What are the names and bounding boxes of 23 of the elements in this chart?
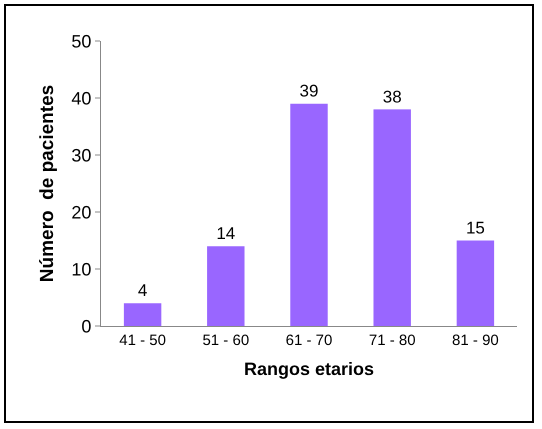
data-label: 14 bbox=[216, 224, 236, 244]
data-label: 39 bbox=[300, 82, 318, 101]
y-tick-label: 50 bbox=[71, 31, 92, 52]
x-tick-label: 61 - 70 bbox=[286, 332, 332, 349]
x-tick-label: 71 - 80 bbox=[368, 332, 416, 349]
y-tick-label: 30 bbox=[71, 145, 92, 166]
y-tick-label: 20 bbox=[71, 202, 92, 222]
bar bbox=[290, 104, 328, 326]
y-tick-label: 0 bbox=[81, 316, 92, 336]
y-tick-label: 10 bbox=[71, 259, 92, 280]
bar bbox=[124, 303, 162, 326]
data-label: 4 bbox=[138, 281, 148, 300]
y-axis-title: Número de pacientes bbox=[37, 84, 58, 282]
x-tick-label: 51 - 60 bbox=[202, 332, 250, 349]
y-tick-label: 40 bbox=[71, 88, 92, 108]
x-tick-label: 81 - 90 bbox=[452, 332, 499, 349]
x-tick-label: 41 - 50 bbox=[119, 332, 166, 349]
bar bbox=[373, 109, 411, 326]
data-label: 38 bbox=[382, 87, 402, 106]
bar bbox=[456, 240, 494, 326]
x-axis-title: Rangos etarios bbox=[244, 359, 374, 380]
bar bbox=[207, 246, 245, 326]
data-label: 15 bbox=[466, 218, 485, 238]
